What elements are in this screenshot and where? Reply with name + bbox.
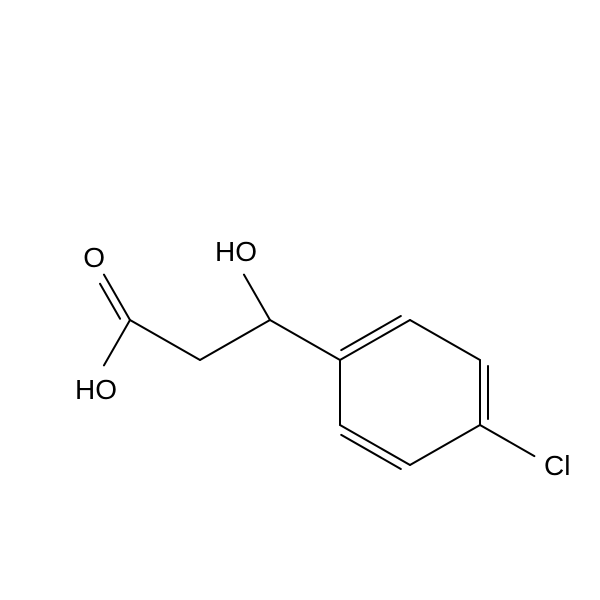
bond xyxy=(100,284,120,319)
bond xyxy=(410,425,480,465)
bond xyxy=(341,435,401,469)
bond xyxy=(410,320,480,360)
bond xyxy=(340,320,410,360)
bond xyxy=(480,425,534,456)
bond xyxy=(104,320,130,365)
atom-label: HO xyxy=(75,374,117,405)
atom-label: HO xyxy=(215,236,257,267)
atom-label: O xyxy=(83,242,105,273)
bond xyxy=(200,320,270,360)
bond xyxy=(270,320,340,360)
bond xyxy=(341,316,401,350)
atom-label: Cl xyxy=(544,450,570,481)
bond xyxy=(340,425,410,465)
bond xyxy=(130,320,200,360)
molecule-diagram: O HO HO Cl xyxy=(0,0,600,600)
bond xyxy=(244,275,270,320)
